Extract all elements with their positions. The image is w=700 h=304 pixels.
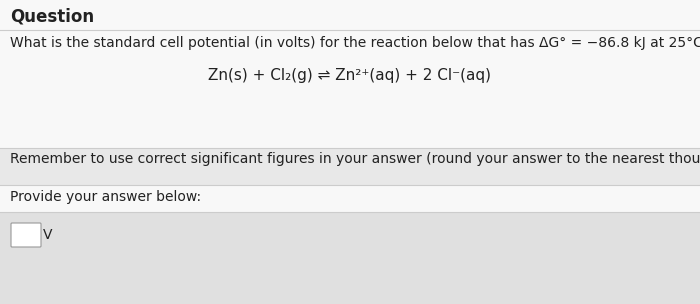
Text: What is the standard cell potential (in volts) for the reaction below that has Δ: What is the standard cell potential (in …	[10, 36, 700, 50]
Text: Zn(s) + Cl₂(g) ⇌ Zn²⁺(aq) + 2 Cl⁻(aq): Zn(s) + Cl₂(g) ⇌ Zn²⁺(aq) + 2 Cl⁻(aq)	[209, 68, 491, 83]
Text: Provide your answer below:: Provide your answer below:	[10, 190, 201, 204]
FancyBboxPatch shape	[11, 223, 41, 247]
Bar	[0, 212, 700, 304]
Bar	[0, 148, 700, 185]
Bar	[0, 0, 700, 30]
Text: V: V	[43, 228, 52, 242]
Text: Remember to use correct significant figures in your answer (round your answer to: Remember to use correct significant figu…	[10, 152, 700, 166]
Bar	[0, 30, 700, 148]
Bar	[0, 185, 700, 212]
Text: Question: Question	[10, 8, 94, 26]
